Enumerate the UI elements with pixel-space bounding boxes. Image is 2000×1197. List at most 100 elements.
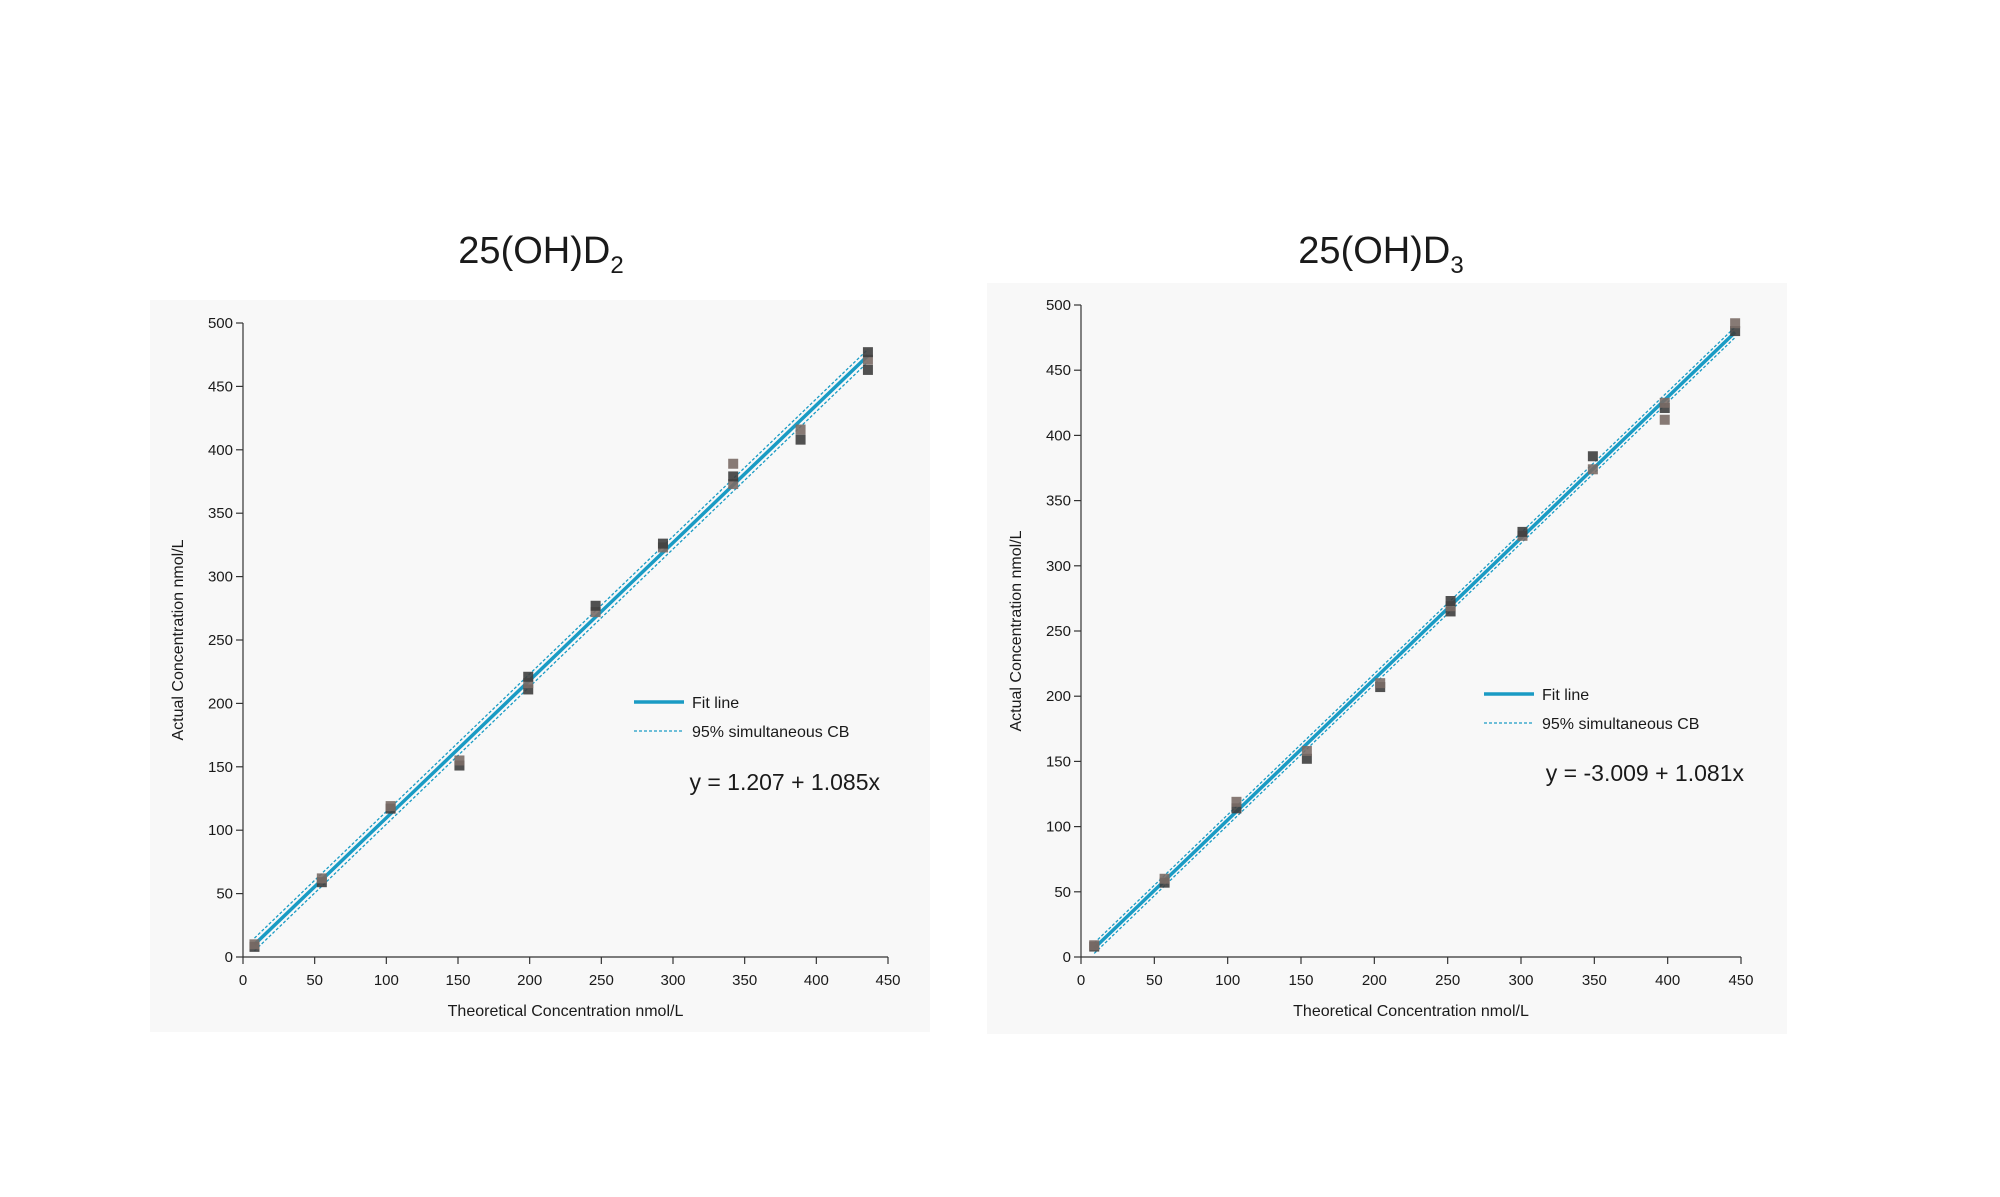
x-tick-label: 200 <box>517 972 542 989</box>
data-point <box>1587 464 1598 475</box>
chart-title-text: 25(OH)D <box>458 230 611 272</box>
confidence-band-lower <box>254 361 869 952</box>
y-tick-label: 450 <box>1046 362 1071 379</box>
x-tick-label: 250 <box>589 972 614 989</box>
data-point <box>249 939 260 950</box>
y-tick-label: 400 <box>208 442 233 459</box>
y-tick-label: 150 <box>1046 753 1071 770</box>
confidence-band-upper <box>1093 326 1736 944</box>
data-point <box>728 471 739 482</box>
data-point <box>1445 606 1456 617</box>
confidence-band-lower <box>1093 336 1736 954</box>
y-tick-label: 400 <box>1046 427 1071 444</box>
data-point <box>862 364 873 375</box>
fit-line <box>253 354 870 946</box>
fit-equation: y = 1.207 + 1.085x <box>689 769 880 795</box>
y-tick-label: 50 <box>1054 884 1071 901</box>
chart-title-subscript: 3 <box>1450 252 1464 279</box>
y-axis-label: Actual Concentration nmol/L <box>170 539 187 740</box>
x-tick-label: 250 <box>1435 972 1460 989</box>
x-tick-label: 450 <box>1728 972 1753 989</box>
x-tick-label: 100 <box>1215 972 1240 989</box>
x-tick-label: 400 <box>1655 972 1680 989</box>
data-point <box>523 671 534 682</box>
chart-1: 0 50 100 150 200 250 300 350 400 450 0 50 100 150 200 2… <box>150 300 930 1032</box>
data-point <box>1445 596 1456 607</box>
data-point <box>1445 601 1456 612</box>
chart-title-text: 25(OH)D <box>1298 230 1451 272</box>
legend-band-label: 95% simultaneous CB <box>692 724 849 741</box>
y-tick-label: 50 <box>216 886 233 903</box>
data-point <box>1301 753 1312 764</box>
x-tick-label: 350 <box>732 972 757 989</box>
data-point <box>1301 745 1312 756</box>
data-point <box>590 600 601 611</box>
y-tick-label: 450 <box>208 378 233 395</box>
x-tick-label: 150 <box>445 972 470 989</box>
chart-title-d3: 25(OH)D3 <box>1131 230 1631 278</box>
y-axis-label: Actual Concentration nmol/L <box>1008 530 1025 731</box>
y-tick-label: 0 <box>1063 949 1071 966</box>
data-point <box>1231 803 1242 814</box>
data-point <box>862 354 873 365</box>
data-point <box>454 760 465 771</box>
x-tick-label: 0 <box>239 972 247 989</box>
data-point <box>795 424 806 435</box>
y-tick-label: 500 <box>208 315 233 332</box>
data-point <box>1375 678 1386 689</box>
y-tick-label: 350 <box>208 505 233 522</box>
data-point <box>795 434 806 445</box>
x-tick-label: 350 <box>1582 972 1607 989</box>
x-tick-label: 50 <box>1146 972 1163 989</box>
y-tick-label: 250 <box>208 632 233 649</box>
data-point <box>862 347 873 358</box>
data-point <box>1730 318 1741 329</box>
y-tick-label: 100 <box>1046 819 1071 836</box>
data-point <box>385 801 396 812</box>
chart-2: 0 50 100 150 200 250 300 350 400 450 0 50 100 150 200 2… <box>987 283 1787 1034</box>
y-tick-label: 100 <box>208 822 233 839</box>
data-point <box>590 607 601 618</box>
y-tick-label: 300 <box>1046 558 1071 575</box>
data-point <box>1159 873 1170 884</box>
x-tick-label: 100 <box>374 972 399 989</box>
y-tick-label: 0 <box>225 949 233 966</box>
data-point <box>728 458 739 469</box>
x-axis-label: Theoretical Concentration nmol/L <box>1293 1003 1529 1020</box>
legend-fit-label: Fit line <box>692 695 739 712</box>
data-point <box>316 873 327 884</box>
data-point <box>523 678 534 689</box>
legend-band-label: 95% simultaneous CB <box>1542 716 1699 733</box>
data-point <box>728 479 739 490</box>
fit-equation: y = -3.009 + 1.081x <box>1546 760 1745 786</box>
y-tick-label: 150 <box>208 759 233 776</box>
x-tick-label: 150 <box>1288 972 1313 989</box>
data-point <box>1587 451 1598 462</box>
data-point <box>1231 796 1242 807</box>
data-point <box>1730 326 1741 337</box>
x-tick-label: 300 <box>1508 972 1533 989</box>
x-tick-label: 300 <box>660 972 685 989</box>
x-tick-label: 450 <box>875 972 900 989</box>
data-point <box>1659 414 1670 425</box>
chart-title-d2: 25(OH)D2 <box>291 230 791 278</box>
data-point <box>1517 526 1528 537</box>
chart-title-subscript: 2 <box>610 252 624 279</box>
confidence-band-upper <box>254 348 869 939</box>
data-point <box>523 684 534 695</box>
y-tick-label: 300 <box>208 569 233 586</box>
legend-fit-label: Fit line <box>1542 687 1589 704</box>
x-tick-label: 50 <box>306 972 323 989</box>
data-point <box>1659 403 1670 414</box>
data-point <box>454 755 465 766</box>
x-axis-label: Theoretical Concentration nmol/L <box>448 1003 684 1020</box>
data-point <box>657 538 668 549</box>
y-tick-label: 200 <box>208 695 233 712</box>
data-point <box>1659 397 1670 408</box>
y-tick-label: 500 <box>1046 297 1071 314</box>
x-tick-label: 400 <box>804 972 829 989</box>
y-tick-label: 350 <box>1046 493 1071 510</box>
x-tick-label: 200 <box>1362 972 1387 989</box>
data-point <box>1089 940 1100 951</box>
